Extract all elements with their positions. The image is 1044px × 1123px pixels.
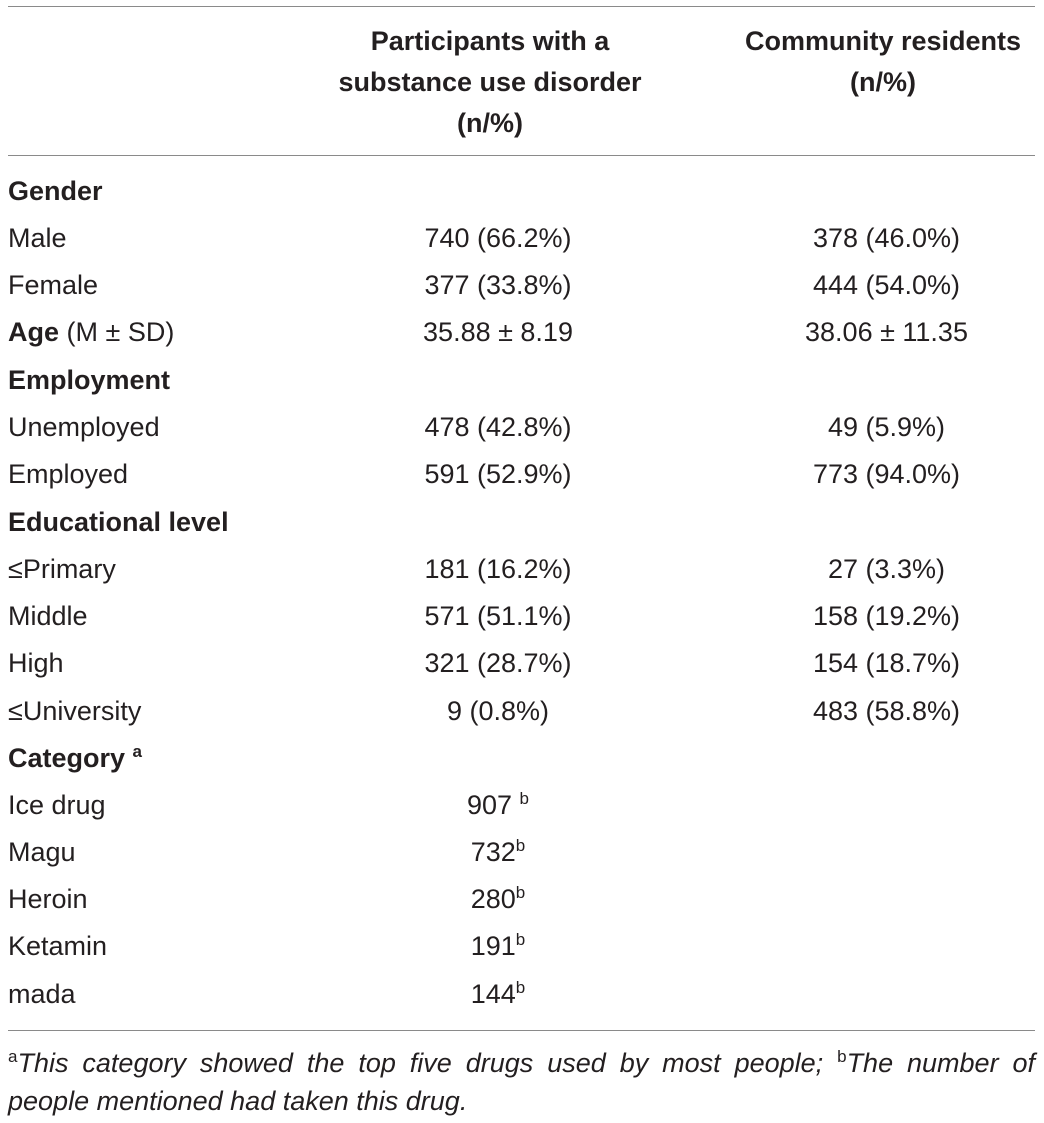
participants-value: 907 b [348, 782, 648, 829]
header-participants-line1: Participants with a [370, 26, 610, 56]
participants-value: 191b [348, 923, 648, 970]
row-label: ≤Primary [8, 554, 116, 584]
community-value: 49 (5.9%) [827, 412, 946, 442]
value: 144 [470, 979, 516, 1009]
age-label-rest: (M ± SD) [59, 317, 175, 347]
participants-value: 478 (42.8%) [424, 412, 572, 442]
row-label: Unemployed [8, 412, 160, 442]
footnote-a-mark: a [8, 1047, 18, 1066]
row-label: Age (M ± SD) [8, 309, 174, 356]
table-row: Heroin 280b [8, 876, 1035, 923]
row-label: High [8, 648, 64, 678]
participants-value: 591 (52.9%) [424, 459, 572, 489]
community-value: 773 (94.0%) [812, 459, 961, 489]
participants-value: 9 (0.8%) [446, 696, 550, 726]
table-row: Female 377 (33.8%) 444 (54.0%) [8, 262, 1035, 309]
row-label: Ice drug [8, 790, 106, 820]
header-participants-line2: substance use disorder [338, 67, 642, 97]
row-label: Heroin [8, 884, 88, 914]
row-label: ≤University [8, 696, 142, 726]
community-value: 378 (46.0%) [812, 223, 961, 253]
row-label: mada [8, 979, 76, 1009]
row-label: Male [8, 223, 67, 253]
row-label: Middle [8, 601, 88, 631]
table-row: Unemployed 478 (42.8%) 49 (5.9%) [8, 404, 1035, 451]
section-label: Category a [8, 735, 142, 782]
section-category: Category a [8, 735, 1035, 782]
footnote-b-marker: b [519, 789, 530, 808]
table-row: mada 144b [8, 971, 1035, 1018]
participants-value: 144b [348, 971, 648, 1018]
participants-value: 571 (51.1%) [424, 601, 572, 631]
header-participants-line3: (n/%) [457, 108, 523, 138]
table-row: Middle 571 (51.1%) 158 (19.2%) [8, 593, 1035, 640]
header-community-line2: (n/%) [850, 67, 916, 97]
table-row: Age (M ± SD) 35.88 ± 8.19 38.06 ± 11.35 [8, 309, 1035, 356]
footnote-b-marker: b [515, 930, 526, 949]
footnote-b-marker: b [515, 836, 526, 855]
header-participants: Participants with a substance use disord… [320, 21, 660, 144]
table-row: High 321 (28.7%) 154 (18.7%) [8, 640, 1035, 687]
table-row: Ice drug 907 b [8, 782, 1035, 829]
community-value: 27 (3.3%) [827, 554, 946, 584]
row-label: Female [8, 270, 99, 300]
community-value: 483 (58.8%) [812, 696, 961, 726]
top-rule [8, 6, 1035, 7]
participants-value: 740 (66.2%) [424, 223, 572, 253]
section-label: Gender [8, 176, 103, 206]
participants-value: 732b [348, 829, 648, 876]
row-label: Magu [8, 837, 76, 867]
table-row: ≤University 9 (0.8%) 483 (58.8%) [8, 688, 1035, 735]
header-community-line1: Community residents [744, 26, 1022, 56]
participants-value: 377 (33.8%) [424, 270, 572, 300]
footnote-b-mark: b [837, 1047, 847, 1066]
value: 280 [470, 884, 516, 914]
value: 191 [470, 931, 516, 961]
participants-value: 321 (28.7%) [424, 648, 572, 678]
table-row: Ketamin 191b [8, 923, 1035, 970]
table-footnote: aThis category showed the top five drugs… [8, 1044, 1035, 1120]
table-row: ≤Primary 181 (16.2%) 27 (3.3%) [8, 546, 1035, 593]
community-value: 38.06 ± 11.35 [805, 317, 968, 347]
row-label: Ketamin [8, 931, 108, 961]
community-value: 444 (54.0%) [812, 270, 961, 300]
header-community: Community residents (n/%) [730, 21, 1036, 103]
category-label: Category [8, 743, 126, 773]
section-label: Employment [8, 365, 171, 395]
table-row: Male 740 (66.2%) 378 (46.0%) [8, 215, 1035, 262]
participants-value: 35.88 ± 8.19 [423, 317, 573, 347]
bottom-rule [8, 1030, 1035, 1031]
footnote-b-marker: b [515, 883, 526, 902]
section-gender: Gender [8, 168, 1035, 215]
participants-value: 280b [348, 876, 648, 923]
table-row: Employed 591 (52.9%) 773 (94.0%) [8, 451, 1035, 498]
footnote-b-text: The number of people mentioned had taken… [8, 1048, 1036, 1116]
footnote-b-marker: b [515, 978, 526, 997]
header-rule [8, 155, 1035, 156]
section-education: Educational level [8, 499, 1035, 546]
footnote-a-marker: a [132, 742, 143, 761]
value: 732 [470, 837, 516, 867]
row-label: Employed [8, 459, 129, 489]
section-employment: Employment [8, 357, 1035, 404]
footnote-a-text: This category showed the top five drugs … [17, 1048, 838, 1078]
value: 907 [466, 790, 520, 820]
community-value: 158 (19.2%) [812, 601, 961, 631]
community-value: 154 (18.7%) [812, 648, 961, 678]
table-row: Magu 732b [8, 829, 1035, 876]
age-label-bold: Age [8, 317, 60, 347]
participants-value: 181 (16.2%) [424, 554, 572, 584]
section-label: Educational level [8, 507, 229, 537]
